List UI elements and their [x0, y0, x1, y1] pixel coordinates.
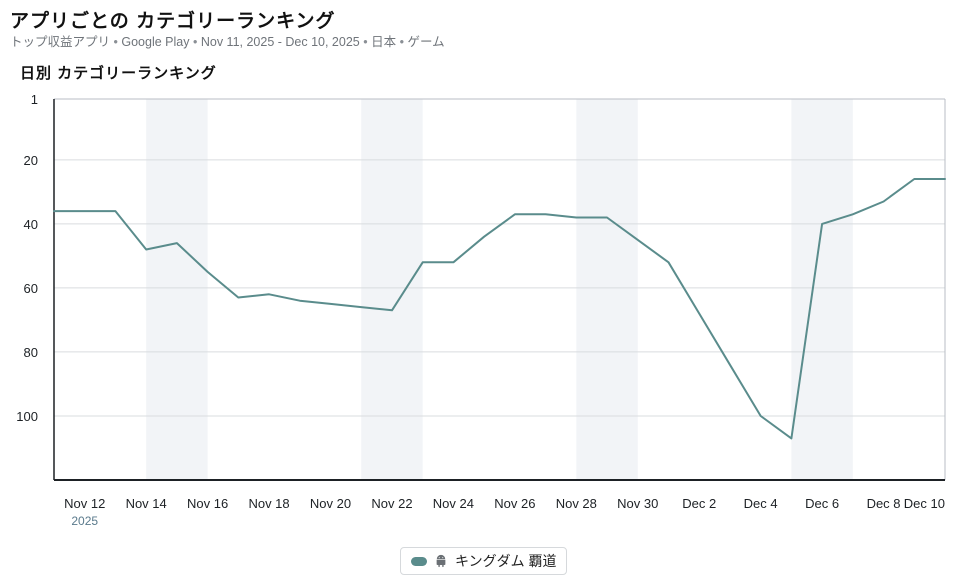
x-tick-label: Nov 26 — [494, 496, 535, 511]
x-tick-label: Dec 8 — [867, 496, 901, 511]
series-line — [53, 178, 946, 440]
y-tick-label: 60 — [24, 281, 38, 296]
weekend-band — [576, 99, 638, 480]
x-tick-label: Nov 12 — [64, 496, 105, 511]
legend-swatch — [411, 556, 427, 566]
x-tick-label: Nov 22 — [371, 496, 412, 511]
weekend-band — [146, 99, 208, 480]
x-tick-label: Dec 4 — [744, 496, 778, 511]
x-tick-label: Dec 2 — [682, 496, 716, 511]
x-tick-label: Nov 30 — [617, 496, 658, 511]
y-tick-label: 40 — [24, 217, 38, 232]
subtitle-country: 日本 — [371, 35, 397, 49]
x-tick-label: Dec 6 — [805, 496, 839, 511]
x-tick-label: Nov 18 — [248, 496, 289, 511]
subtitle-genre: ゲーム — [407, 35, 445, 49]
y-tick-label: 80 — [24, 345, 38, 360]
x-tick-label: Nov 24 — [433, 496, 474, 511]
legend-label: キングダム 覇道 — [455, 553, 557, 569]
legend-item[interactable]: キングダム 覇道 — [400, 547, 568, 575]
chart-title: 日別 カテゴリーランキング — [20, 65, 217, 82]
weekend-band — [361, 99, 423, 480]
subtitle-date-range: Nov 11, 2025 - Dec 10, 2025 — [200, 35, 360, 49]
x-tick-label: Nov 16 — [187, 496, 228, 511]
y-tick-label: 1 — [31, 92, 38, 107]
y-tick-label: 100 — [16, 409, 38, 424]
y-tick-label: 20 — [24, 153, 38, 168]
page-title: アプリごとの カテゴリーランキング — [10, 11, 336, 32]
android-icon — [436, 554, 446, 568]
x-tick-label: Nov 14 — [126, 496, 167, 511]
ranking-line-chart: 1 20 40 60 80 100 Nov 12 2025 Nov 14 Nov 16 Nov 18… — [16, 92, 946, 528]
subtitle-category: トップ収益アプリ — [10, 35, 111, 49]
x-tick-label: Nov 28 — [556, 496, 597, 511]
x-tick-year-label: 2025 — [71, 514, 98, 528]
weekend-band — [791, 99, 853, 480]
page-subtitle: トップ収益アプリ • Google Play • Nov 11, 2025 - … — [10, 35, 445, 49]
subtitle-store: Google Play — [121, 35, 190, 49]
x-tick-label: Nov 20 — [310, 496, 351, 511]
x-tick-label: Dec 10 — [904, 496, 945, 511]
